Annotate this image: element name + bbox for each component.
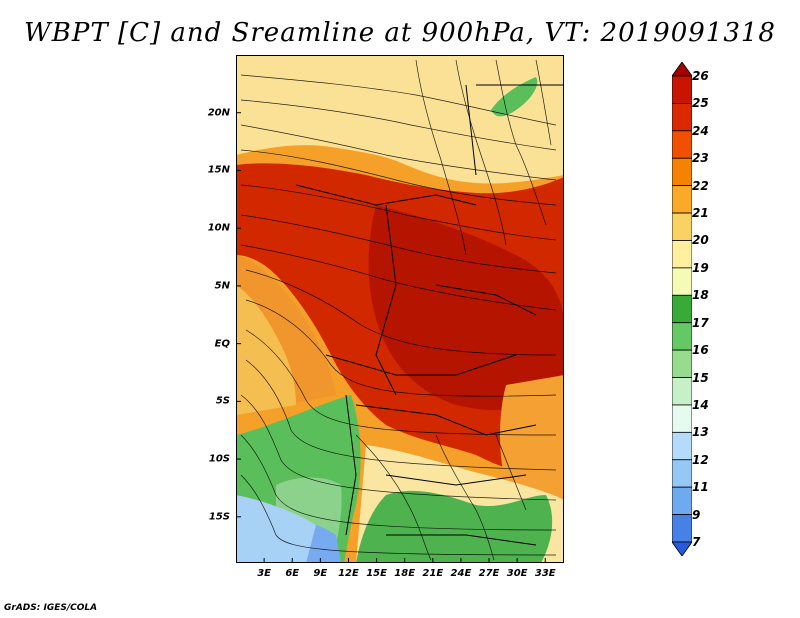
colorbar-segment <box>671 294 693 324</box>
colorbar-segment <box>671 377 693 406</box>
colorbar-min-arrow <box>671 541 693 557</box>
lon-tick-label: 27E <box>478 568 500 579</box>
lat-tick-label: 5S <box>215 395 230 407</box>
wbpt-region-ne-17 <box>491 77 538 117</box>
colorbar-segment <box>671 75 693 104</box>
lon-tick-label: 21E <box>422 568 444 579</box>
lon-tick-label: 18E <box>394 568 416 579</box>
colorbar-label: 15 <box>692 370 709 385</box>
colorbar-segment <box>671 103 693 132</box>
map-panel <box>236 55 564 563</box>
lat-tick-label: 10S <box>208 453 230 465</box>
colorbar-label: 26 <box>692 69 709 83</box>
colorbar-label: 25 <box>692 96 709 111</box>
colorbar-label: 24 <box>692 123 709 138</box>
wbpt-region-south-17 <box>356 490 553 563</box>
lat-tick-label: 20N <box>207 107 230 119</box>
lon-tick-marks <box>263 558 546 563</box>
colorbar-segment <box>671 267 693 296</box>
lat-tick-label: 5N <box>214 280 230 292</box>
colorbar-label: 14 <box>692 397 709 412</box>
colorbar-label: 20 <box>692 233 709 248</box>
colorbar-label: 18 <box>692 288 709 303</box>
country-borders <box>295 84 564 546</box>
colorbar-label: 7 <box>692 535 701 549</box>
colorbar-segment <box>671 486 693 515</box>
colorbar-segment <box>671 514 693 543</box>
lon-tick-label: 3E <box>257 568 272 579</box>
lat-tick-label: EQ <box>214 338 230 350</box>
colorbar-segment <box>671 459 693 488</box>
lon-tick-label: 6E <box>285 568 300 579</box>
colorbar-segment <box>671 185 693 214</box>
lon-tick-label: 15E <box>366 568 387 579</box>
lat-tick-label: 10N <box>207 222 230 234</box>
colorbar-segment <box>671 431 693 461</box>
colorbar-label: 13 <box>692 425 709 440</box>
colorbar-label: 23 <box>692 151 709 166</box>
colorbar-segment <box>671 404 693 433</box>
colorbar-segment <box>671 130 693 159</box>
colorbar-label: 12 <box>692 452 709 467</box>
lon-tick-label: 30E <box>506 568 528 579</box>
colorbar-segment <box>671 349 693 378</box>
colorbar-segment <box>671 322 693 351</box>
lon-tick-label: 24E <box>450 568 472 579</box>
colorbar-label: 22 <box>692 178 709 193</box>
colorbar-label: 16 <box>692 343 709 358</box>
lon-tick-label: 12E <box>338 568 359 579</box>
colorbar-label: 19 <box>692 260 709 275</box>
colorbar <box>671 61 693 557</box>
colorbar-label: 9 <box>692 507 701 522</box>
streamlines <box>240 59 557 561</box>
lat-tick-marks <box>236 112 241 518</box>
lat-tick-label: 15S <box>208 511 230 523</box>
colorbar-max-arrow <box>671 61 693 77</box>
colorbar-segment <box>671 212 693 241</box>
wbpt-region-25 <box>368 205 564 411</box>
wbpt-region-north-19 <box>236 55 564 184</box>
colorbar-label: 21 <box>692 206 709 221</box>
colorbar-label: 17 <box>692 315 709 330</box>
lon-tick-label: 33E <box>534 568 556 579</box>
colorbar-segment <box>671 240 693 269</box>
lat-tick-label: 15N <box>207 164 230 176</box>
wbpt-region-west-20 <box>236 285 296 415</box>
chart-title: WBPT [C] and Sreamline at 900hPa, VT: 20… <box>24 18 776 48</box>
colorbar-segment <box>671 157 693 187</box>
colorbar-label: 11 <box>692 480 709 495</box>
grads-credit: GrADS: IGES/COLA <box>4 603 98 613</box>
lon-tick-label: 9E <box>313 568 328 579</box>
wbpt-region-sw-14 <box>236 495 316 563</box>
